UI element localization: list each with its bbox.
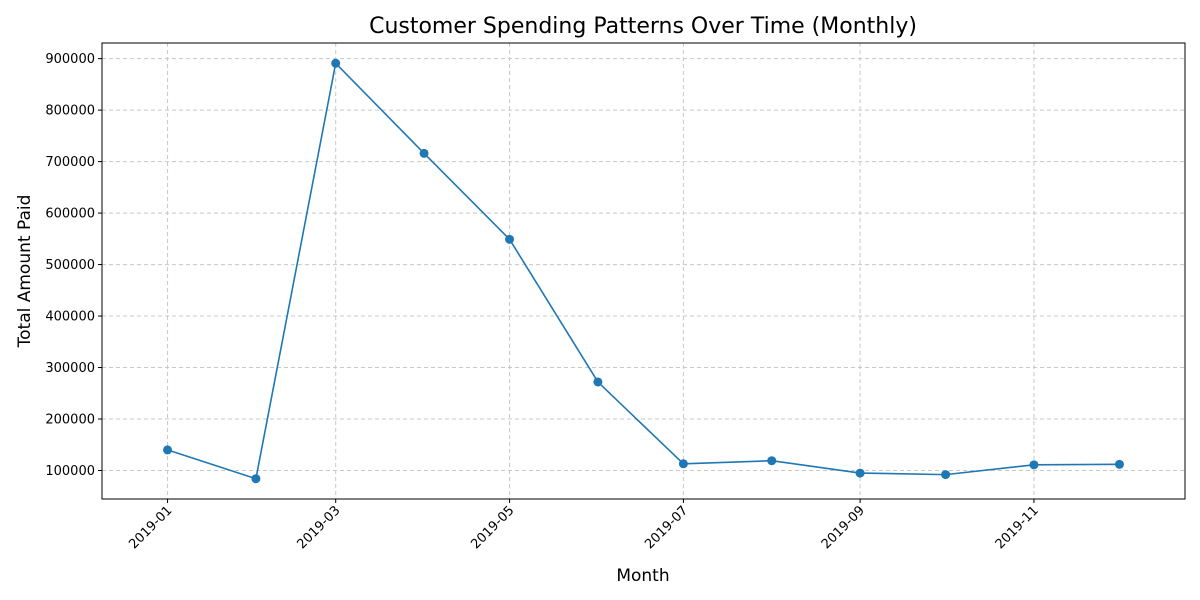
y-tick-label: 500000: [45, 258, 95, 273]
y-axis-label: Total Amount Paid: [15, 195, 35, 349]
y-tick-label: 800000: [45, 104, 95, 119]
series-line: [167, 62, 1120, 480]
data-point: [505, 234, 515, 244]
y-tick-label: 300000: [45, 361, 95, 376]
y-tick-label: 100000: [45, 464, 95, 479]
y-axis: 100000 200000 300000 400000 500000 600000 7000…: [45, 52, 102, 479]
data-point: [767, 456, 777, 466]
grid: [102, 43, 1185, 499]
data-point: [419, 148, 429, 158]
data-points: [163, 58, 1124, 484]
series-line-layer: [167, 62, 1120, 480]
x-axis-label: Month: [616, 566, 669, 586]
chart-title: Customer Spending Patterns Over Time (Mo…: [369, 14, 917, 39]
y-tick-label: 900000: [45, 52, 95, 67]
plot-area: [101, 42, 1186, 500]
data-point: [163, 445, 173, 455]
data-point: [855, 468, 865, 478]
data-point: [1029, 460, 1039, 470]
y-tick-label: 200000: [45, 413, 95, 428]
data-point: [941, 470, 951, 480]
data-point: [331, 58, 341, 68]
plot-background: [102, 43, 1185, 499]
data-point: [678, 459, 688, 469]
plot-frame: [101, 42, 1186, 500]
data-point: [1114, 459, 1124, 469]
data-point: [251, 474, 261, 484]
data-point: [593, 377, 603, 387]
y-tick-label: 600000: [45, 207, 95, 222]
y-tick-label: 400000: [45, 310, 95, 325]
y-tick-label: 700000: [45, 155, 95, 170]
